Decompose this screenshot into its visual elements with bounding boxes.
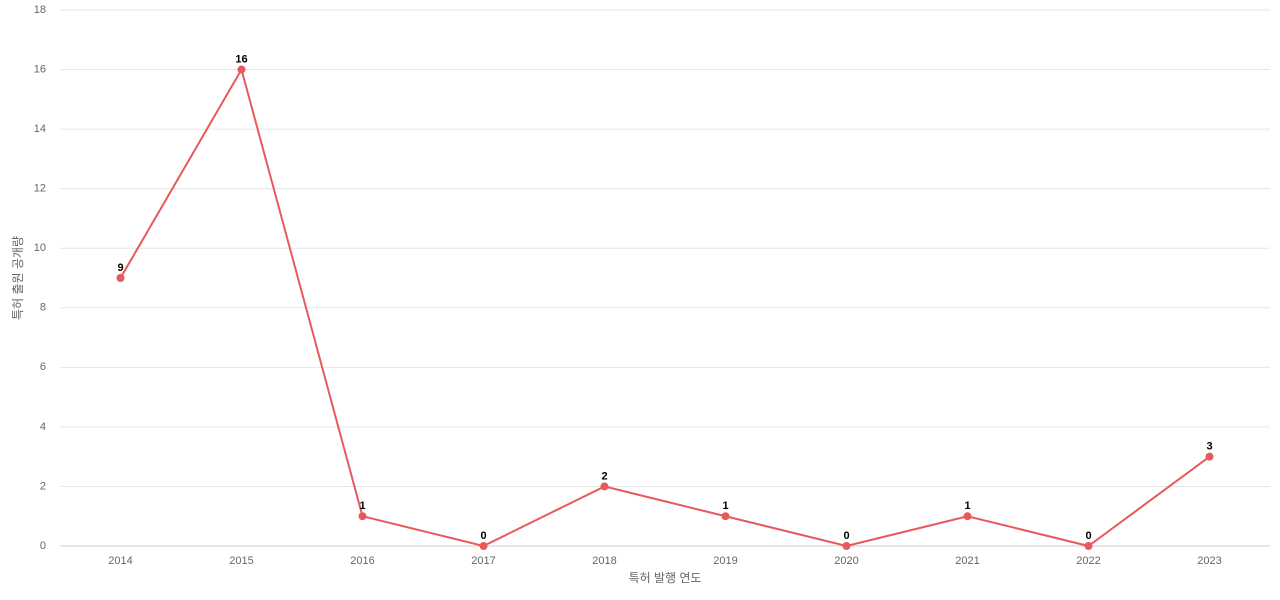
data-point (600, 482, 609, 491)
x-tick-label: 2021 (955, 555, 979, 567)
x-tick-label: 2020 (834, 555, 858, 567)
x-tick-label: 2023 (1197, 555, 1221, 567)
data-label: 3 (1206, 441, 1212, 453)
y-tick-label: 2 (40, 480, 46, 492)
data-line (119, 66, 1211, 548)
data-point (116, 274, 125, 282)
data-point (1084, 542, 1093, 550)
y-axis-label: 특허 출원 공개량 (11, 236, 25, 320)
data-point (963, 512, 972, 521)
data-label: 1 (359, 500, 365, 512)
x-tick-label: 2018 (592, 555, 616, 567)
data-label: 0 (843, 530, 849, 542)
y-tick-label: 16 (34, 63, 46, 75)
y-tick-label: 8 (40, 302, 46, 314)
data-label: 9 (117, 262, 123, 274)
x-tick-label: 2019 (713, 555, 737, 567)
data-label: 1 (722, 500, 728, 512)
x-axis-label: 특허 발행 연도 (629, 570, 702, 585)
data-label: 0 (1085, 530, 1091, 542)
x-tick-label: 2015 (229, 555, 253, 567)
data-point (721, 512, 730, 521)
data-point (1205, 452, 1214, 461)
y-tick-label: 18 (34, 4, 46, 16)
y-tick-label: 0 (40, 540, 46, 552)
y-tick-label: 4 (40, 421, 46, 433)
data-label: 1 (964, 500, 970, 512)
data-label: 2 (601, 470, 607, 482)
data-point (479, 542, 488, 550)
y-tick-label: 10 (34, 242, 46, 254)
x-tick-label: 2022 (1076, 555, 1100, 567)
data-point (842, 542, 851, 550)
data-point (237, 65, 246, 74)
x-tick-label: 2016 (350, 555, 374, 567)
data-point (358, 512, 367, 521)
data-label: 16 (235, 53, 247, 65)
data-label: 0 (480, 530, 486, 542)
x-tick-label: 2014 (108, 555, 132, 567)
x-tick-label: 2017 (471, 555, 495, 567)
y-tick-label: 6 (40, 361, 46, 373)
y-tick-label: 12 (34, 183, 46, 195)
y-tick-label: 14 (34, 123, 46, 135)
